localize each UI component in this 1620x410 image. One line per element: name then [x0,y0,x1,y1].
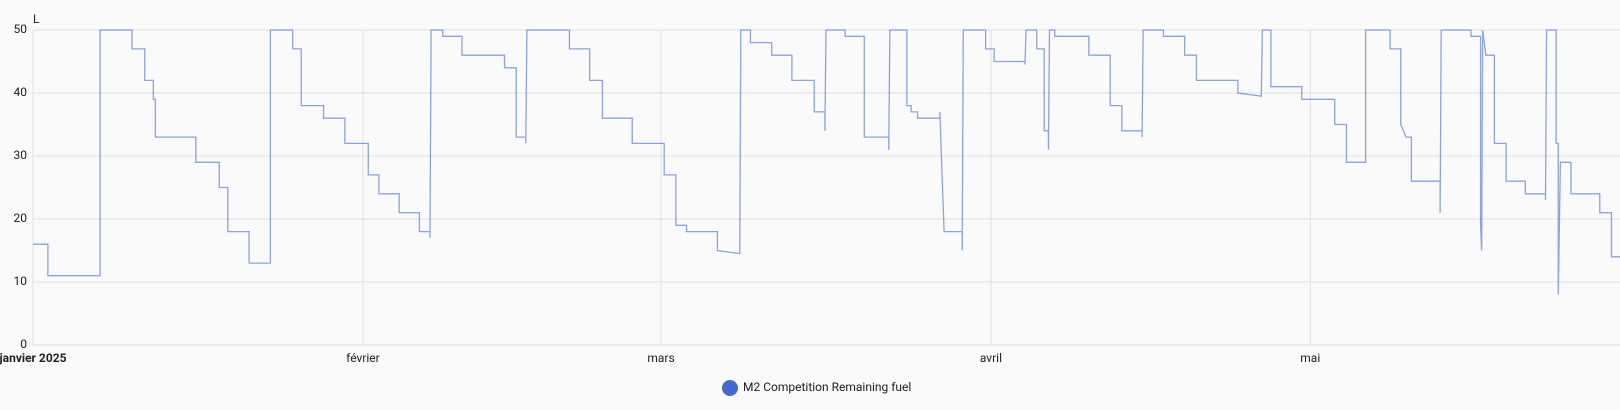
x-tick-label: mai [1300,351,1320,365]
y-tick-label: 10 [14,274,28,288]
legend-marker [722,380,738,396]
x-tick-label: avril [980,351,1002,365]
y-tick-label: 0 [20,337,27,351]
x-tick-label: janvier 2025 [0,351,67,365]
y-tick-label: 20 [14,211,28,225]
legend-label: M2 Competition Remaining fuel [743,380,911,394]
y-tick-label: 50 [14,22,28,36]
y-axis-label: L [33,12,40,26]
y-tick-label: 30 [14,148,28,162]
y-tick-label: 40 [14,85,28,99]
x-tick-label: février [346,351,380,365]
x-tick-label: mars [647,351,674,365]
data-line [33,29,1620,295]
